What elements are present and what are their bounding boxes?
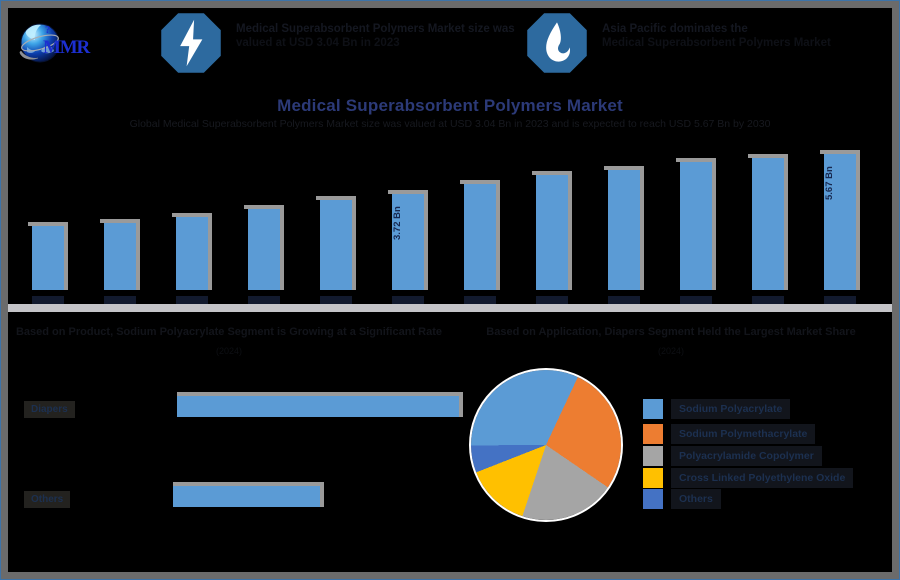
svg-text:?: ? bbox=[45, 24, 51, 36]
svg-text:MMR: MMR bbox=[43, 37, 90, 58]
